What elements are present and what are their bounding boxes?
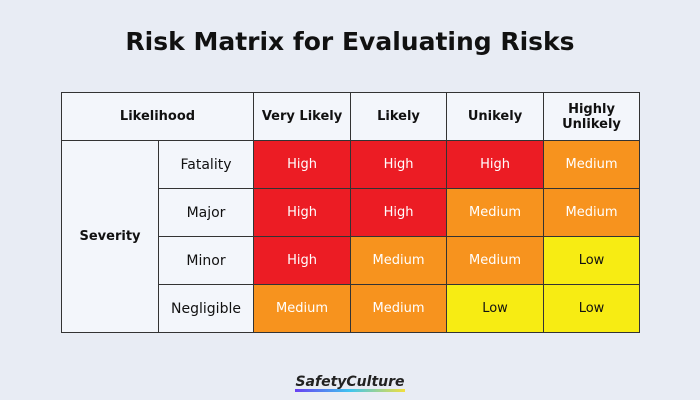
risk-cell: Low xyxy=(543,284,641,333)
risk-cell: High xyxy=(253,188,352,237)
risk-cell: Low xyxy=(543,236,641,285)
risk-cell: Medium xyxy=(543,188,641,237)
risk-cell: Medium xyxy=(350,284,448,333)
risk-cell: Medium xyxy=(446,188,545,237)
table-row: Negligible Medium Medium Low Low xyxy=(62,284,641,333)
risk-cell: Medium xyxy=(253,284,352,333)
likelihood-header: Likelihood xyxy=(60,92,255,141)
row-label: Negligible xyxy=(157,284,255,333)
table-row: Minor High Medium Medium Low xyxy=(62,236,641,285)
column-header: Unikely xyxy=(446,92,545,141)
row-label: Major xyxy=(157,188,255,237)
column-header: Highly Unlikely xyxy=(543,92,641,141)
risk-cell: Low xyxy=(446,284,545,333)
severity-header: Severity xyxy=(61,140,159,333)
row-label: Minor xyxy=(157,236,255,285)
risk-cell: Medium xyxy=(350,236,448,285)
risk-cell: Medium xyxy=(543,140,641,189)
safetyculture-logo: SafetyCulture xyxy=(295,374,405,392)
risk-matrix: Likelihood Very Likely Likely Unikely Hi… xyxy=(60,92,641,333)
column-header: Likely xyxy=(350,92,448,141)
column-header: Very Likely xyxy=(253,92,352,141)
risk-cell: Medium xyxy=(446,236,545,285)
risk-cell: High xyxy=(446,140,545,189)
table-row: Severity Fatality High High High Medium xyxy=(61,140,641,333)
risk-cell: High xyxy=(350,188,448,237)
risk-cell: High xyxy=(253,236,352,285)
risk-cell: High xyxy=(350,140,448,189)
row-label: Fatality xyxy=(157,140,255,189)
page-title: Risk Matrix for Evaluating Risks xyxy=(125,27,575,56)
table-row: Major High High Medium Medium xyxy=(62,188,641,237)
risk-cell: High xyxy=(253,140,352,189)
